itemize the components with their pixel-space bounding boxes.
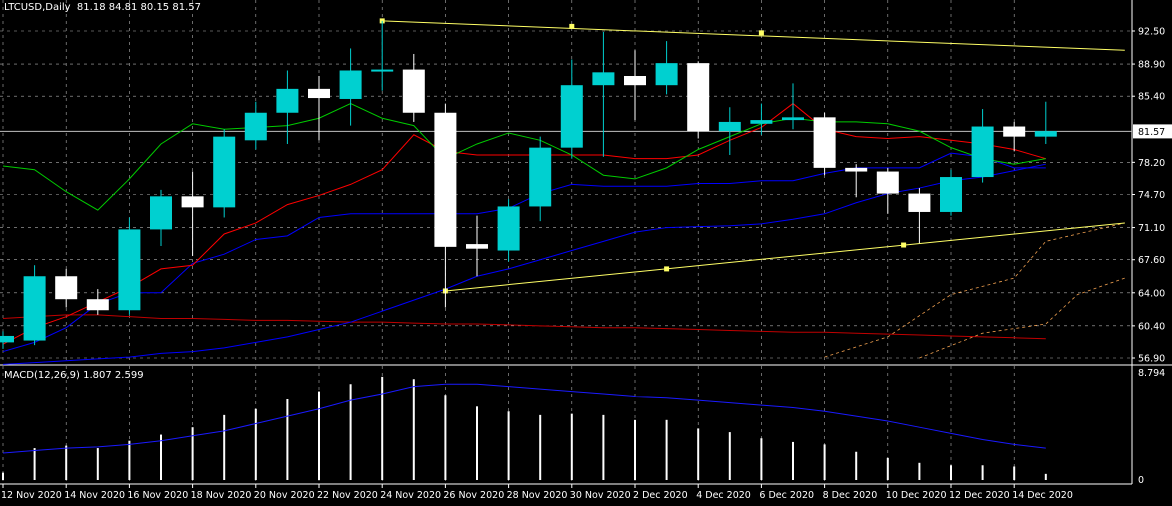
x-tick-label: 4 Dec 2020 <box>696 490 751 501</box>
ma-slow-line <box>2 152 1046 353</box>
candle-body <box>655 63 678 86</box>
candle-body <box>55 276 78 300</box>
x-tick-label: 16 Nov 2020 <box>127 490 188 501</box>
trendline-marker <box>901 242 907 248</box>
y-tick-label: 74.70 <box>1138 190 1165 201</box>
candle-body <box>845 167 868 172</box>
candle-body <box>529 147 552 207</box>
current-price-label: 81.57 <box>1138 127 1165 138</box>
ohlc-label: 81.18 84.81 80.15 81.57 <box>76 2 201 13</box>
x-tick-label: 12 Dec 2020 <box>949 490 1010 501</box>
trendline-lower <box>445 222 1125 292</box>
candle-body <box>150 196 172 230</box>
candle-body <box>466 244 488 249</box>
bollinger-dashed-line <box>824 222 1125 358</box>
x-tick-label: 26 Nov 2020 <box>443 490 504 501</box>
x-tick-label: 12 Nov 2020 <box>1 490 62 501</box>
bollinger-dashed-line <box>919 277 1125 359</box>
grid <box>0 0 1132 484</box>
trendline-marker <box>664 266 670 272</box>
candle-body <box>718 121 741 132</box>
candle-body <box>181 196 204 208</box>
x-tick-label: 20 Nov 2020 <box>254 490 315 501</box>
x-tick-label: 8 Dec 2020 <box>823 490 878 501</box>
candle-body <box>308 88 330 99</box>
candle-body <box>1003 126 1026 137</box>
x-tick-label: 28 Nov 2020 <box>507 490 568 501</box>
x-tick-label: 14 Dec 2020 <box>1012 490 1073 501</box>
x-tick-label: 6 Dec 2020 <box>759 490 814 501</box>
candle-body <box>940 177 962 212</box>
y-tick-label: 60.40 <box>1138 321 1165 332</box>
candle-body <box>782 117 804 121</box>
candle-body <box>339 70 362 99</box>
x-tick-label: 10 Dec 2020 <box>886 490 947 501</box>
candle-body <box>276 88 299 113</box>
candle-body <box>908 193 931 212</box>
candle-body <box>497 206 520 251</box>
x-tick-label: 2 Dec 2020 <box>633 490 688 501</box>
ma-long-line <box>2 314 1046 340</box>
candle-body <box>971 126 994 178</box>
candle-body <box>592 72 615 86</box>
candle-body <box>0 335 14 343</box>
trendline-marker <box>758 30 764 36</box>
candle-body <box>371 69 394 72</box>
candle-body <box>434 112 457 247</box>
ma-slow-long-line <box>2 163 1046 365</box>
candle-body <box>560 85 583 148</box>
candle-body <box>213 136 236 208</box>
y-tick-label: 71.10 <box>1138 223 1165 234</box>
y-tick-label: 92.50 <box>1138 27 1165 38</box>
candle-body <box>876 171 899 194</box>
y-tick-label: 64.00 <box>1138 288 1165 299</box>
current-price-marker <box>1133 124 1172 139</box>
candle-body <box>687 63 710 132</box>
ma-mid-line <box>2 102 1046 345</box>
x-tick-label: 24 Nov 2020 <box>380 490 441 501</box>
x-tick-label: 18 Nov 2020 <box>191 490 252 501</box>
macd-tick-label: 8.794 <box>1138 368 1165 379</box>
y-tick-label: 78.20 <box>1138 158 1165 169</box>
trendline-marker <box>569 23 575 29</box>
macd-label: MACD(12,26,9) 1.807 2.599 <box>4 370 144 381</box>
symbol-label: LTCUSD,Daily <box>4 2 71 13</box>
trendline-upper <box>382 20 1125 51</box>
candle-body <box>750 120 773 124</box>
candle-body <box>624 76 646 86</box>
chart-header: LTCUSD,Daily 81.18 84.81 80.15 81.57 <box>4 2 201 13</box>
candle-body <box>402 69 425 113</box>
y-tick-label: 67.60 <box>1138 255 1165 266</box>
candle-body <box>118 229 141 311</box>
macd-tick-label: 0 <box>1138 475 1144 486</box>
macd-header: MACD(12,26,9) 1.807 2.599 <box>4 370 144 381</box>
y-tick-label: 88.90 <box>1138 60 1165 71</box>
candle-body <box>23 276 46 341</box>
candle-body <box>86 299 109 311</box>
y-tick-label: 56.90 <box>1138 354 1165 365</box>
macd-signal-line <box>2 383 1046 454</box>
candle-body <box>1034 131 1057 137</box>
ma-fast-line <box>2 103 1046 211</box>
y-tick-label: 85.40 <box>1138 92 1165 103</box>
candle-body <box>813 117 836 168</box>
x-tick-label: 14 Nov 2020 <box>64 490 125 501</box>
candle-body <box>244 112 267 141</box>
x-tick-label: 22 Nov 2020 <box>317 490 378 501</box>
x-tick-label: 30 Nov 2020 <box>570 490 631 501</box>
